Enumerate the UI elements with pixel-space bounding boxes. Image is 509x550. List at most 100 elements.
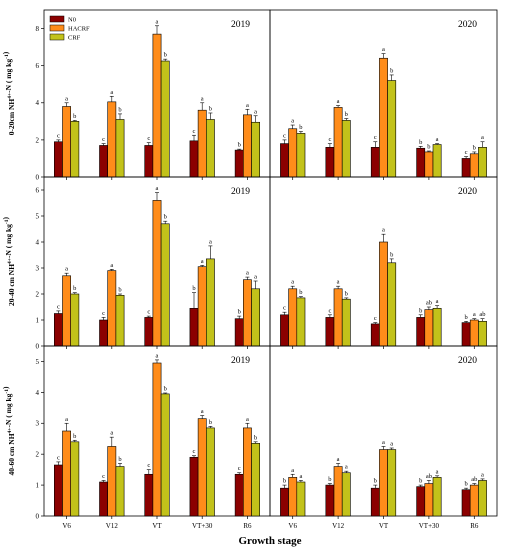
- y-tick-label: 5: [36, 212, 40, 220]
- bar-crf: [387, 80, 397, 178]
- bar-n0: [234, 318, 244, 347]
- y-tick-label: 3: [36, 264, 40, 272]
- significance-label: a: [110, 89, 113, 96]
- bar-hacrf: [152, 33, 162, 178]
- significance-label: a: [291, 279, 294, 286]
- bar-crf: [115, 466, 125, 517]
- significance-label: c: [238, 465, 241, 472]
- bar-crf: [251, 288, 260, 347]
- significance-label: b: [390, 251, 393, 258]
- y-tick-label: 1: [36, 481, 40, 489]
- significance-label: b: [328, 476, 331, 483]
- bar-hacrf: [379, 57, 388, 178]
- significance-label: a: [481, 134, 484, 141]
- bar-hacrf: [197, 418, 207, 517]
- legend-swatch-n0: [49, 15, 65, 23]
- bar-n0: [189, 307, 199, 347]
- bar-n0: [189, 456, 199, 517]
- bar-crf: [387, 449, 397, 517]
- significance-label: b: [118, 456, 121, 463]
- significance-label: a: [246, 102, 249, 109]
- y-axis-label: 0-20cm NH4+-N ( mg kg-1): [1, 51, 16, 135]
- significance-label: c: [193, 448, 196, 455]
- significance-label: a: [201, 258, 204, 265]
- significance-label: a: [473, 311, 476, 318]
- y-tick-label: 5: [36, 358, 40, 366]
- bar-hacrf: [62, 275, 71, 347]
- x-tick-label: V6: [62, 522, 71, 530]
- significance-label: ab: [426, 300, 432, 307]
- bar-n0: [234, 473, 244, 517]
- significance-label: a: [156, 352, 159, 359]
- significance-label: a: [65, 416, 68, 423]
- y-tick-label: 1: [36, 316, 40, 324]
- legend-label-hacrf: HACRF: [68, 26, 90, 33]
- significance-label: c: [374, 134, 377, 141]
- bar-hacrf: [197, 109, 207, 178]
- bar-hacrf: [107, 270, 117, 347]
- y-tick-label: 2: [36, 451, 40, 459]
- y-tick-label: 3: [36, 420, 40, 428]
- bar-hacrf: [243, 114, 252, 178]
- y-tick-label: 8: [36, 25, 40, 33]
- bar-n0: [325, 317, 335, 347]
- bar-crf: [341, 298, 351, 347]
- significance-label: a: [246, 416, 249, 423]
- bar-hacrf: [197, 266, 207, 347]
- significance-label: c: [57, 132, 60, 139]
- bar-n0: [144, 145, 154, 178]
- bar-n0: [53, 464, 63, 517]
- significance-label: ab: [426, 473, 432, 480]
- bar-crf: [296, 297, 306, 347]
- significance-label: a: [337, 98, 340, 105]
- significance-label: a: [337, 279, 340, 286]
- y-tick-label: 0: [36, 173, 40, 181]
- significance-label: b: [419, 139, 422, 146]
- significance-label: ab: [479, 311, 485, 318]
- significance-label: b: [118, 287, 121, 294]
- significance-label: b: [118, 106, 121, 113]
- bar-crf: [115, 119, 125, 178]
- bar-n0: [325, 147, 335, 178]
- x-tick-label: VT: [379, 522, 389, 530]
- bar-crf: [432, 144, 442, 178]
- legend-label-n0: N0: [68, 17, 76, 24]
- significance-label: c: [102, 136, 105, 143]
- y-axis-label: 20-40 cm NH4+-N ( mg kg-1): [1, 216, 16, 306]
- bar-hacrf: [243, 427, 252, 517]
- significance-label: a: [209, 238, 212, 245]
- significance-label: a: [201, 408, 204, 415]
- bar-hacrf: [424, 483, 434, 517]
- legend-swatch-crf: [49, 33, 65, 41]
- significance-label: c: [328, 307, 331, 314]
- significance-label: a: [246, 270, 249, 277]
- bar-n0: [416, 486, 426, 517]
- bar-crf: [206, 258, 215, 347]
- x-axis-label: Growth stage: [238, 535, 301, 547]
- bar-n0: [370, 487, 380, 517]
- bar-crf: [206, 427, 215, 517]
- significance-label: c: [465, 149, 468, 156]
- legend: N0 HACRF CRF: [49, 15, 90, 42]
- bar-n0: [370, 147, 380, 178]
- significance-label: b: [192, 285, 195, 292]
- bar-hacrf: [469, 153, 479, 178]
- bar-hacrf: [333, 288, 343, 347]
- bar-crf: [70, 121, 80, 178]
- significance-label: b: [464, 481, 467, 488]
- bar-n0: [461, 158, 471, 178]
- bar-crf: [387, 262, 397, 347]
- bar-hacrf: [152, 200, 162, 347]
- bar-crf: [251, 443, 260, 517]
- legend-label-crf: CRF: [68, 35, 81, 42]
- y-tick-label: 0: [36, 512, 40, 520]
- significance-label: a: [291, 467, 294, 474]
- bar-crf: [160, 60, 170, 178]
- significance-label: b: [209, 105, 212, 112]
- bar-hacrf: [424, 151, 434, 178]
- bar-n0: [370, 323, 380, 347]
- significance-label: b: [464, 314, 467, 321]
